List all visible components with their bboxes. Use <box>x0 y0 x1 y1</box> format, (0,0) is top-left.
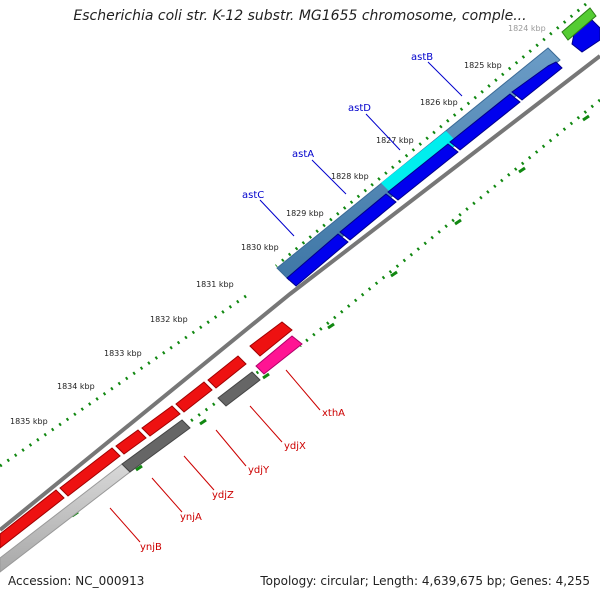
ruler-label-1829: 1829 kbp <box>286 209 324 218</box>
ruler-label-1832: 1832 kbp <box>150 315 188 324</box>
callout-line-xthA <box>285 369 321 411</box>
chromosome-backbone <box>0 54 600 532</box>
gene-label-xthA[interactable]: xthA <box>322 408 345 419</box>
ruler-label-1825: 1825 kbp <box>464 61 502 70</box>
ruler-label-1830: 1830 kbp <box>241 243 279 252</box>
callout-line-ynjB <box>109 507 141 543</box>
ruler-label-1834: 1834 kbp <box>57 382 95 391</box>
gene-arrow-xthA[interactable] <box>255 335 303 375</box>
callout-line-astB <box>427 61 463 97</box>
ruler-label-1827: 1827 kbp <box>376 136 414 145</box>
astD-highlight[interactable] <box>381 131 458 195</box>
gene-arrow-red-1[interactable] <box>249 321 293 357</box>
gene-label-ynjB[interactable]: ynjB <box>140 542 162 553</box>
gene-arrow-red-7[interactable] <box>0 489 65 549</box>
ruler-label-1828: 1828 kbp <box>331 172 369 181</box>
sequence-summary: Topology: circular; Length: 4,639,675 bp… <box>260 574 590 588</box>
ruler-label-1824: 1824 kbp <box>508 24 546 33</box>
ruler-label-1831: 1831 kbp <box>196 280 234 289</box>
gene-arrow-astE[interactable] <box>286 233 349 287</box>
gene-arrow-red-3[interactable] <box>175 381 213 413</box>
gene-arrow-astC[interactable] <box>339 193 397 241</box>
ruler-label-1835: 1835 kbp <box>10 417 48 426</box>
gene-label-astD[interactable]: astD <box>348 103 371 114</box>
gene-arrow-red-2[interactable] <box>207 355 247 389</box>
gene-label-ydjY[interactable]: ydjY <box>248 465 270 476</box>
gene-arrow-red-6[interactable] <box>59 447 121 497</box>
callout-line-ydjZ <box>183 455 215 491</box>
gene-label-ydjX[interactable]: ydjX <box>284 441 306 452</box>
gene-label-astA[interactable]: astA <box>292 149 314 160</box>
callout-line-ydjX <box>249 405 283 443</box>
lower-grey-band[interactable] <box>0 463 131 573</box>
gene-arrow-red-4[interactable] <box>141 405 181 437</box>
gene-arrow-ydjY[interactable] <box>121 419 191 473</box>
accession-label: Accession: NC_000913 <box>8 574 145 588</box>
callout-line-astA <box>311 159 347 195</box>
gene-arrow-green[interactable] <box>561 7 597 41</box>
callout-line-astD <box>365 113 401 151</box>
gene-label-astC[interactable]: astC <box>242 190 264 201</box>
gene-label-ydjZ[interactable]: ydjZ <box>212 490 234 501</box>
gene-label-ynjA[interactable]: ynjA <box>180 512 202 523</box>
ruler-label-1826: 1826 kbp <box>420 98 458 107</box>
callout-line-ynjA <box>151 477 183 513</box>
gene-arrow-astA[interactable] <box>387 143 459 201</box>
callout-line-ydjY <box>215 429 247 467</box>
callout-line-astC <box>259 199 295 237</box>
forward-gene-track <box>286 19 600 287</box>
gene-arrow-astD[interactable] <box>449 93 521 151</box>
gene-arrow-ydjX[interactable] <box>217 371 261 407</box>
ruler-label-1833: 1833 kbp <box>104 349 142 358</box>
gene-arrow-astB[interactable] <box>511 61 563 101</box>
gene-arrow-red-5[interactable] <box>115 429 147 455</box>
gene-label-astB[interactable]: astB <box>411 52 433 63</box>
map-title: Escherichia coli str. K-12 substr. MG165… <box>73 8 527 24</box>
